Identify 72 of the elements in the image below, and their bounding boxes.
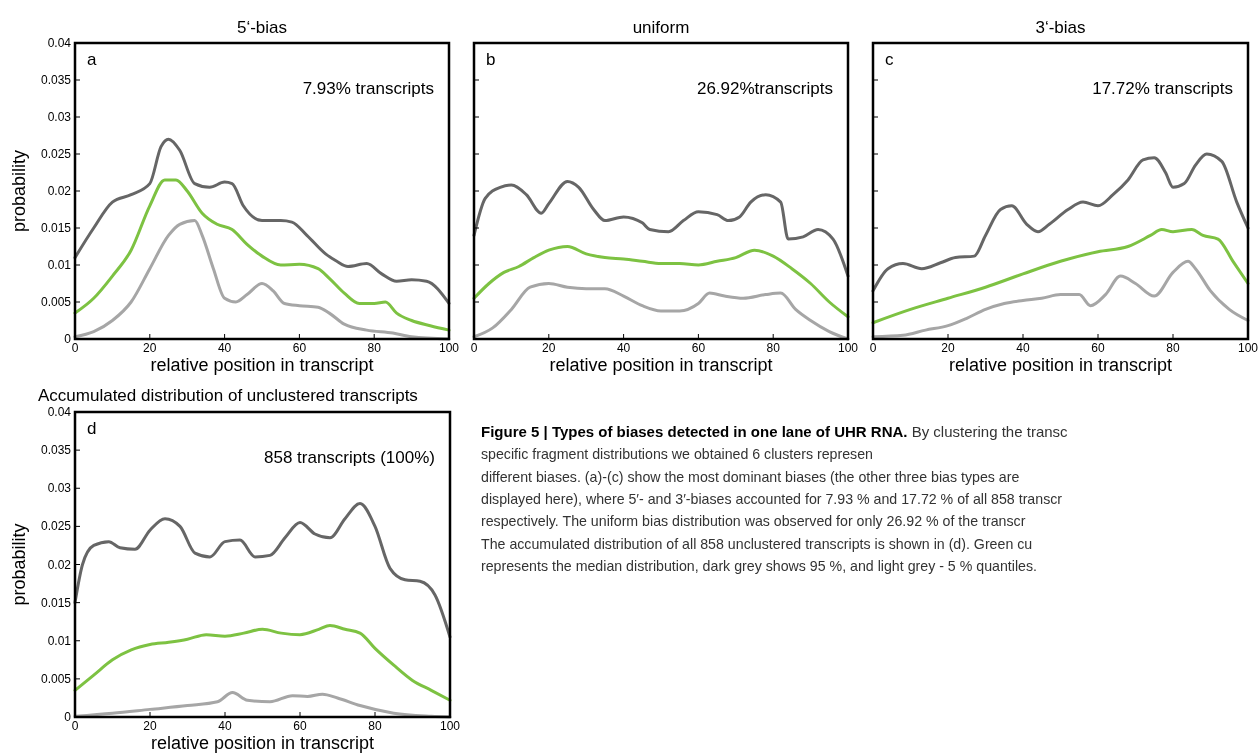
y-tick-label: 0.02 (47, 184, 72, 198)
y-tick-label: 0.025 (40, 147, 72, 161)
x-tick-label: 0 (470, 341, 478, 355)
annotation: 7.93% transcripts (302, 79, 434, 98)
x-axis-title: relative position in transcript (948, 355, 1173, 375)
line-series (73, 691, 452, 719)
x-tick-label: 40 (218, 719, 232, 733)
y-tick-label: 0.03 (47, 481, 72, 496)
y-tick-label: 0.01 (47, 258, 72, 272)
text: Figure 5 | Types of biases detected in one lane of UHR RNA. (481, 423, 908, 440)
line-series (73, 137, 451, 305)
x-axis-title: relative position in transcript (150, 733, 375, 753)
annotation: 17.72% transcripts (1092, 79, 1233, 98)
x-axis-title: relative position in transcript (549, 355, 773, 375)
chart-title: 5‘-bias (236, 18, 288, 37)
text: The accumulated distribution of all 858 unclustered transcripts is shown in (d). Green cu (481, 535, 1033, 552)
line-series (73, 502, 452, 639)
text: respectively. The uniform bias distribution was observed for only 26.92 % of the transcr (481, 513, 1026, 530)
y-tick-label: 0.035 (40, 73, 72, 87)
annotation: a (87, 50, 97, 69)
x-tick-label: 60 (293, 719, 307, 733)
x-tick-label: 60 (292, 341, 307, 355)
y-tick-label: 0.025 (40, 519, 72, 534)
x-tick-label: 80 (367, 341, 382, 355)
y-tick-label: 0.04 (47, 36, 72, 50)
x-tick-label: 20 (143, 719, 157, 733)
x-tick-label: 20 (143, 341, 157, 355)
x-tick-label: 100 (1237, 341, 1259, 355)
chart-title: 3‘-bias (1035, 18, 1086, 37)
y-tick-label: 0 (64, 332, 72, 346)
y-tick-label: 0.04 (47, 405, 72, 419)
annotation: c (885, 50, 894, 69)
line-series (73, 624, 452, 702)
x-tick-label: 60 (1091, 341, 1105, 355)
x-tick-label: 80 (368, 719, 382, 733)
x-tick-label: 20 (542, 341, 556, 355)
x-tick-label: 60 (691, 341, 706, 355)
text: specific fragment distributions we obtained 6 clusters represen (481, 446, 873, 463)
y-tick-label: 0.015 (40, 221, 72, 235)
x-tick-label: 100 (438, 341, 460, 355)
text: different biases. (a)-(c) show the most dominant biases (the other three bias types are (481, 468, 1020, 485)
y-tick-label: 0.01 (47, 633, 72, 648)
y-tick-label: 0.02 (47, 557, 72, 572)
x-tick-label: 80 (1166, 341, 1180, 355)
x-axis-title: relative position in transcript (150, 355, 374, 375)
x-tick-label: 40 (616, 341, 631, 355)
chart-title: Accumulated distribution of unclustered transcripts (38, 386, 418, 405)
y-tick-label: 0.035 (40, 443, 72, 458)
annotation: b (486, 50, 496, 69)
x-tick-label: 80 (766, 341, 781, 355)
x-tick-label: 40 (217, 341, 232, 355)
x-tick-label: 100 (439, 719, 461, 733)
annotation: 858 transcripts (100%) (263, 448, 435, 467)
annotation: d (87, 419, 97, 438)
y-axis-title: probability (9, 523, 29, 606)
text: displayed here), where 5′- and 3′-biases accounted for 7.93 % and 17.72 % of all 858 transcr (481, 490, 1063, 507)
y-tick-label: 0 (64, 710, 72, 724)
y-tick-label: 0.005 (40, 295, 72, 309)
x-tick-label: 100 (837, 341, 859, 355)
text: By clustering the transc (907, 423, 1069, 440)
chart-title: uniform (632, 18, 690, 37)
x-tick-label: 0 (869, 341, 877, 355)
x-tick-label: 20 (941, 341, 955, 355)
y-axis-title: probability (9, 149, 29, 233)
line-series (73, 219, 451, 341)
annotation: 26.92%transcripts (696, 79, 833, 98)
text: represents the median distribution, dark grey shows 95 %, and light grey - 5 % quantiles. (481, 557, 1037, 574)
line-series (73, 178, 451, 332)
x-tick-label: 40 (1016, 341, 1030, 355)
y-tick-label: 0.005 (40, 671, 72, 686)
y-tick-label: 0.03 (47, 110, 72, 124)
y-tick-label: 0.015 (40, 595, 72, 610)
